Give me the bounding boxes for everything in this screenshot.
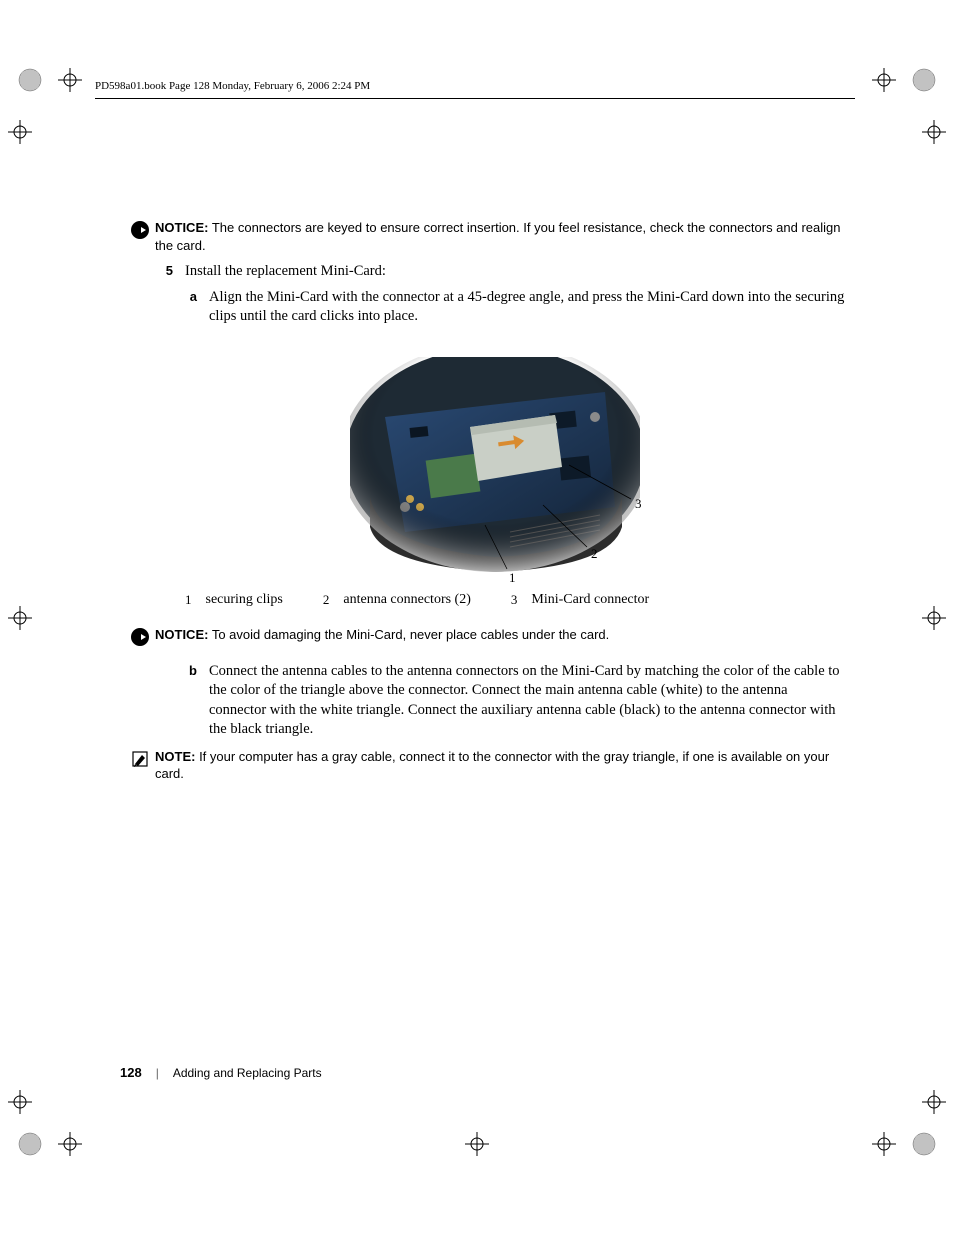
- legend-text: Mini-Card connector: [531, 591, 649, 610]
- notice-block: NOTICE: To avoid damaging the Mini-Card,…: [125, 626, 845, 654]
- page-number: 128: [120, 1065, 142, 1080]
- substep-letter: b: [173, 662, 209, 740]
- notice-icon: [130, 627, 150, 654]
- reg-dot-icon: [922, 1090, 946, 1114]
- reg-target-icon: [872, 68, 896, 92]
- reg-dot-icon: [922, 120, 946, 144]
- reg-target-icon: [58, 1132, 82, 1156]
- reg-target-icon: [465, 1132, 489, 1156]
- reg-dot-icon: [922, 606, 946, 630]
- note-text: If your computer has a gray cable, conne…: [155, 749, 829, 782]
- reg-dot-icon: [18, 1132, 42, 1156]
- notice-label: NOTICE:: [155, 627, 208, 642]
- step-number: 5: [145, 262, 185, 282]
- legend-item: 2 antenna connectors (2): [323, 591, 471, 610]
- legend-num: 2: [323, 591, 330, 610]
- substep-letter: a: [173, 288, 209, 327]
- substep-a: a Align the Mini-Card with the connector…: [173, 288, 845, 327]
- footer-separator: |: [156, 1066, 159, 1080]
- note-icon: [130, 749, 150, 776]
- reg-dot-icon: [912, 68, 936, 92]
- reg-dot-icon: [8, 1090, 32, 1114]
- page-footer: 128 | Adding and Replacing Parts: [120, 1065, 322, 1080]
- figure-legend: 1 securing clips 2 antenna connectors (2…: [185, 591, 845, 610]
- legend-text: securing clips: [206, 591, 283, 610]
- reg-target-icon: [872, 1132, 896, 1156]
- legend-item: 1 securing clips: [185, 591, 283, 610]
- content-area: NOTICE: The connectors are keyed to ensu…: [145, 219, 845, 783]
- running-header: PD598a01.book Page 128 Monday, February …: [95, 80, 855, 99]
- note-label: NOTE:: [155, 749, 195, 764]
- callout-1: 1: [509, 569, 516, 587]
- substep-text: Connect the antenna cables to the antenn…: [209, 662, 845, 740]
- notice-block: NOTICE: The connectors are keyed to ensu…: [125, 219, 845, 254]
- legend-text: antenna connectors (2): [343, 591, 471, 610]
- reg-dot-icon: [8, 120, 32, 144]
- legend-item: 3 Mini-Card connector: [511, 591, 649, 610]
- notice-text: The connectors are keyed to ensure corre…: [155, 220, 841, 253]
- page-body: PD598a01.book Page 128 Monday, February …: [95, 80, 855, 791]
- notice-label: NOTICE:: [155, 220, 208, 235]
- substep-b: b Connect the antenna cables to the ante…: [173, 662, 845, 740]
- substep-text: Align the Mini-Card with the connector a…: [209, 288, 845, 327]
- callout-3: 3: [635, 495, 642, 513]
- reg-dot-icon: [912, 1132, 936, 1156]
- notice-icon: [130, 220, 150, 247]
- legend-num: 1: [185, 591, 192, 610]
- legend-num: 3: [511, 591, 518, 610]
- reg-target-icon: [58, 68, 82, 92]
- step-5: 5 Install the replacement Mini-Card:: [145, 262, 845, 282]
- figure: 1 2 3: [285, 357, 705, 577]
- minicard-illustration: [350, 357, 640, 577]
- reg-dot-icon: [18, 68, 42, 92]
- notice-text: To avoid damaging the Mini-Card, never p…: [208, 627, 609, 642]
- reg-dot-icon: [8, 606, 32, 630]
- section-title: Adding and Replacing Parts: [173, 1066, 322, 1080]
- callout-2: 2: [591, 545, 598, 563]
- step-text: Install the replacement Mini-Card:: [185, 262, 386, 282]
- note-block: NOTE: If your computer has a gray cable,…: [125, 748, 845, 783]
